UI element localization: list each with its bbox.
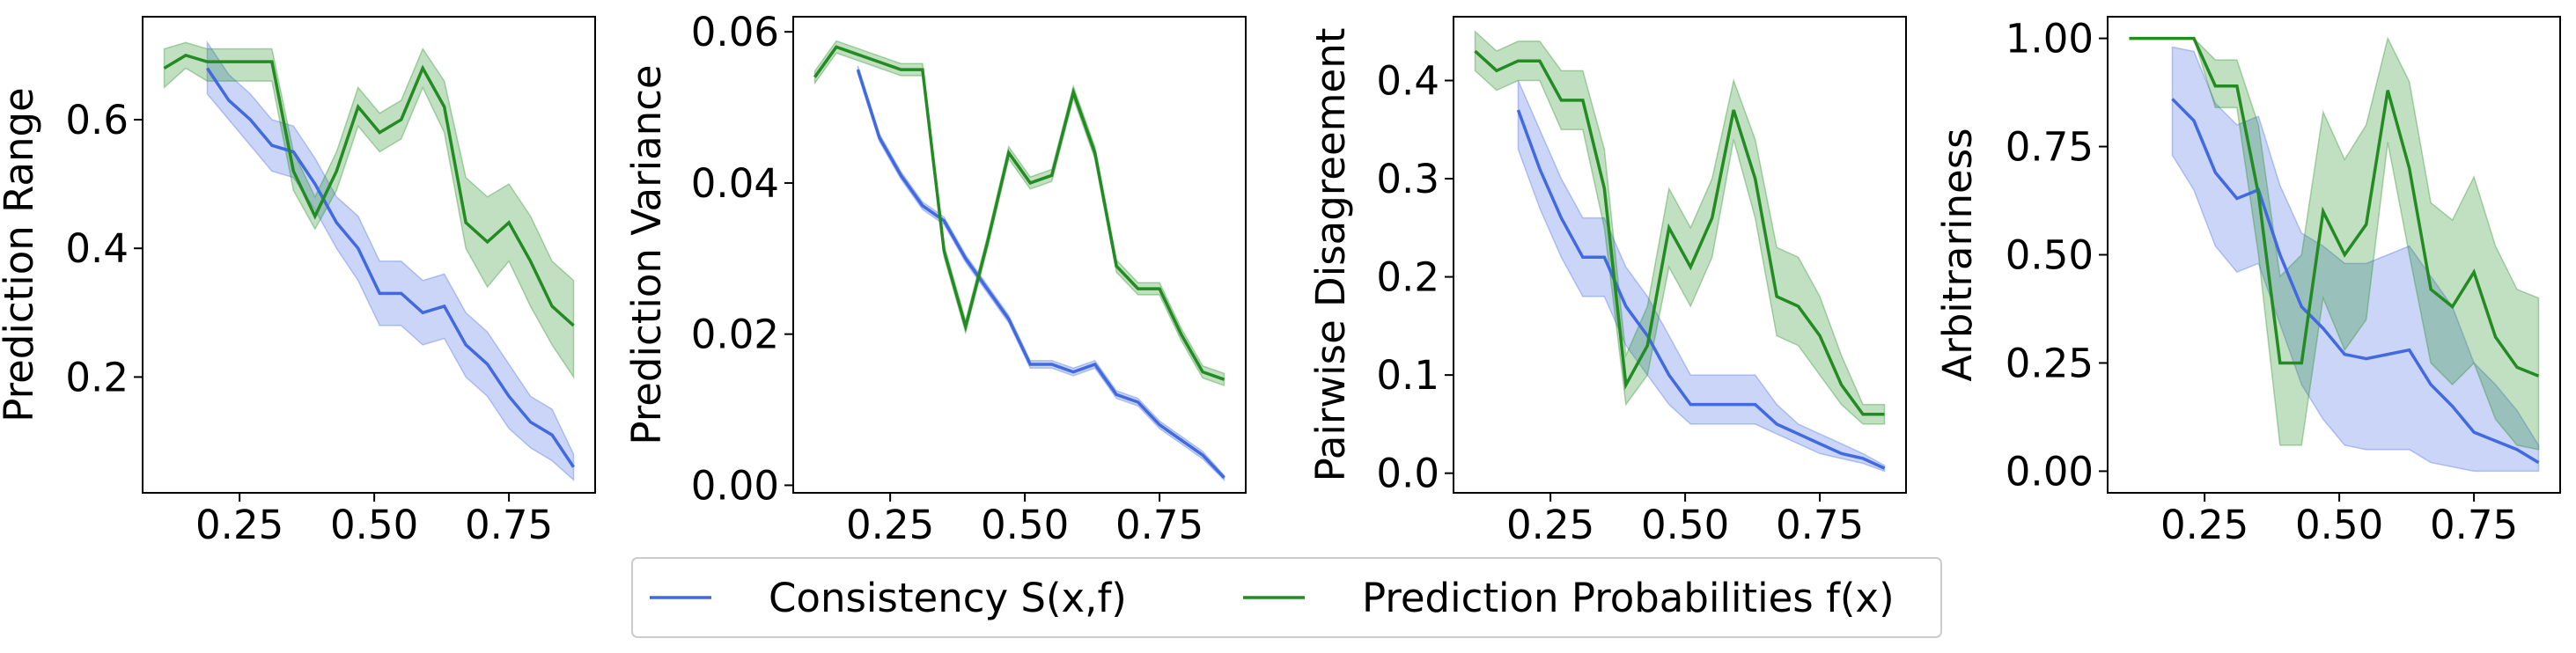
- plot-frame: [142, 16, 596, 494]
- line: [205, 67, 575, 468]
- y-tick-label: 0.6: [65, 97, 129, 143]
- y-tick-label: 0.02: [691, 312, 779, 358]
- x-tick-label: 0.25: [2160, 502, 2248, 548]
- line: [163, 53, 575, 327]
- y-tick-label: 0.04: [691, 160, 779, 207]
- y-axis-label: Prediction Range: [0, 87, 42, 422]
- line: [2171, 98, 2540, 465]
- x-tick-label: 0.25: [195, 502, 283, 548]
- y-tick-label: 0.2: [65, 354, 129, 400]
- x-tick-label: 0.75: [2430, 502, 2518, 548]
- y-tick-label: 1.00: [2006, 16, 2094, 62]
- confidence-band: [2129, 36, 2540, 451]
- y-axis-label: Pairwise Disagreement: [1307, 28, 1354, 482]
- y-tick-label: 0.0: [1376, 451, 1439, 497]
- y-tick-label: 0.06: [691, 9, 779, 55]
- confidence-band: [163, 41, 575, 379]
- confidence-band: [813, 40, 1225, 387]
- x-tick-label: 0.50: [2295, 502, 2383, 548]
- x-tick-label: 0.25: [1506, 502, 1594, 548]
- y-axis-label: Arbitrariness: [1934, 128, 1981, 381]
- x-tick-label: 0.75: [1776, 502, 1864, 548]
- x-tick-label: 0.25: [846, 502, 934, 548]
- legend-label: Prediction Probabilities f(x): [1362, 575, 1895, 621]
- plot-frame: [1453, 16, 1907, 494]
- x-tick-label: 0.50: [330, 502, 418, 548]
- y-tick-label: 0.2: [1376, 254, 1439, 301]
- confidence-band: [206, 40, 575, 482]
- line: [1474, 49, 1885, 416]
- y-tick-label: 0.1: [1376, 352, 1439, 399]
- x-tick-label: 0.50: [981, 502, 1069, 548]
- confidence-band: [2171, 46, 2540, 473]
- y-tick-label: 0.75: [2006, 124, 2094, 171]
- line: [813, 45, 1225, 381]
- line: [1516, 109, 1886, 470]
- confidence-band: [857, 65, 1225, 482]
- y-tick-label: 0.25: [2006, 340, 2094, 386]
- legend-label: Consistency S(x,f): [769, 575, 1127, 621]
- y-tick-label: 0.00: [691, 462, 779, 509]
- y-tick-label: 0.50: [2006, 232, 2094, 279]
- x-tick-label: 0.50: [1641, 502, 1729, 548]
- y-tick-label: 0.3: [1376, 156, 1439, 202]
- x-tick-label: 0.75: [1115, 502, 1203, 548]
- y-tick-label: 0.00: [2006, 448, 2094, 495]
- line: [856, 69, 1225, 480]
- line: [2129, 36, 2540, 378]
- plot-frame: [792, 16, 1247, 494]
- y-tick-label: 0.4: [1376, 58, 1439, 105]
- y-tick-label: 0.4: [65, 225, 129, 272]
- confidence-band: [1517, 80, 1886, 473]
- y-axis-label: Prediction Variance: [623, 64, 670, 444]
- x-tick-label: 0.75: [465, 502, 553, 548]
